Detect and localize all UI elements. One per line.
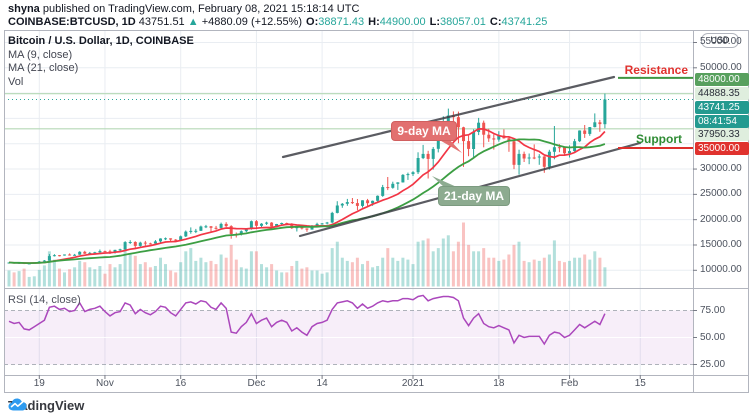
time-tick-label: 2021	[401, 378, 425, 389]
time-tick-label: Dec	[247, 378, 266, 389]
ohlc-value: 43741.25	[501, 16, 548, 28]
ma9-line	[8, 128, 606, 264]
tradingview-logo[interactable]: TradingView	[8, 398, 84, 413]
price-tick-label: 20000.00	[700, 213, 742, 225]
ohlc-value: 38871.43	[318, 16, 365, 28]
price-axis-badge: 08:41:54	[695, 115, 749, 128]
ohlc-label: C:	[489, 16, 502, 28]
ma21-line	[8, 138, 606, 265]
symbol-bar: COINBASE:BTCUSD, 1D 43751.51 ▲ +4880.09 …	[8, 16, 547, 29]
rsi-tick-label: 50.00	[700, 331, 726, 343]
volume-layer	[7, 222, 607, 287]
ohlc-values: O:38871.43 H:44900.00 L:38057.01 C:43741.25	[302, 16, 547, 28]
resistance-label[interactable]: Resistance	[624, 63, 688, 77]
legend-vol: Vol	[8, 75, 24, 88]
price-tick-label: 30000.00	[700, 163, 742, 175]
ohlc-label: O:	[306, 16, 319, 28]
ohlc-value: 38057.01	[440, 16, 486, 28]
time-tick-label: Nov	[96, 378, 114, 389]
time-tick-label: Feb	[560, 378, 579, 389]
price-axis-badge: 35000.00	[695, 142, 749, 155]
rsi-pane-label: RSI (14, close)	[8, 294, 81, 306]
ma9-callout[interactable]: 9-day MA	[391, 121, 457, 141]
time-tick-label: 15	[634, 378, 646, 389]
price-axis-badge: 37950.33	[695, 128, 749, 141]
price-tick-label: 50000.00	[700, 61, 742, 73]
ma21-callout[interactable]: 21-day MA	[438, 186, 510, 206]
time-tick-label: 14	[316, 378, 328, 389]
price-axis-badge: 44888.35	[695, 87, 749, 100]
price-tick-label: 55000.00	[700, 36, 742, 48]
price-axis-badge: 43741.25	[695, 101, 749, 114]
price-change: +4880.09 (+12.55%)	[201, 16, 303, 28]
time-tick-label: 16	[175, 378, 187, 389]
pane-legend: Bitcoin / U.S. Dollar, 1D, COINBASE MA (…	[8, 35, 194, 89]
author-name: shyna	[8, 3, 40, 15]
time-tick-label: 19	[33, 378, 45, 389]
tradingview-cloud-icon	[8, 398, 27, 411]
tradingview-logo-text: TradingView	[8, 398, 85, 413]
rsi-line	[8, 294, 606, 346]
ohlc-value: 44900.00	[379, 16, 426, 28]
up-arrow-icon: ▲	[187, 16, 199, 28]
byline-text: published on TradingView.com, February 0…	[39, 3, 360, 15]
currency-button[interactable]: USD	[701, 33, 739, 48]
price-tick-label: 25000.00	[700, 188, 742, 200]
ma9-callout-tail	[436, 138, 462, 153]
byline: shyna published on TradingView.com, Febr…	[8, 3, 359, 16]
legend-title: Bitcoin / U.S. Dollar, 1D, COINBASE	[8, 35, 194, 47]
price-tick-label: 15000.00	[700, 238, 742, 250]
legend-ma9: MA (9, close)	[8, 48, 73, 61]
symbol-text: COINBASE:BTCUSD, 1D	[8, 16, 136, 28]
ohlc-label: H:	[368, 16, 380, 28]
time-tick-label: 18	[493, 378, 505, 389]
candles-layer	[7, 93, 607, 265]
price-axis-badge: 48000.00	[695, 73, 749, 86]
ohlc-label: L:	[429, 16, 441, 28]
ma21-callout-tail	[432, 176, 459, 188]
rsi-tick-label: 75.00	[700, 304, 726, 316]
support-label[interactable]: Support	[636, 132, 682, 146]
upper-trendline	[281, 75, 616, 159]
last-price: 43751.51	[138, 16, 185, 28]
price-tick-label: 10000.00	[700, 264, 742, 276]
rsi-tick-label: 25.00	[700, 358, 726, 370]
legend-ma21: MA (21, close)	[8, 62, 79, 74]
